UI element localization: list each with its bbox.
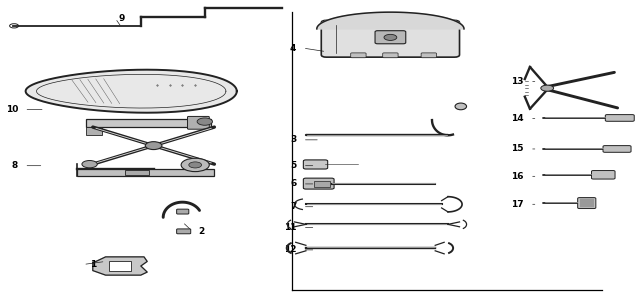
Text: 10: 10 [6,105,18,114]
FancyBboxPatch shape [177,209,189,214]
FancyBboxPatch shape [109,261,131,271]
FancyBboxPatch shape [321,20,460,57]
Circle shape [82,161,97,168]
FancyBboxPatch shape [125,170,149,175]
Text: 12: 12 [284,245,296,254]
Circle shape [181,158,209,171]
FancyBboxPatch shape [421,53,436,58]
Polygon shape [26,70,237,113]
Text: 4: 4 [290,43,296,53]
FancyBboxPatch shape [77,169,214,176]
Circle shape [384,34,397,40]
Circle shape [197,118,212,125]
Text: 15: 15 [511,144,524,154]
FancyBboxPatch shape [177,229,191,234]
FancyBboxPatch shape [303,160,328,169]
Text: 14: 14 [511,114,524,123]
FancyBboxPatch shape [603,146,631,152]
FancyBboxPatch shape [314,181,330,187]
Circle shape [189,162,202,168]
FancyBboxPatch shape [86,127,102,135]
Circle shape [541,85,554,91]
Text: 9: 9 [118,14,125,23]
FancyBboxPatch shape [188,116,209,129]
FancyBboxPatch shape [605,115,634,121]
Polygon shape [317,12,464,29]
Text: 13: 13 [511,77,524,86]
Text: 1: 1 [90,260,96,269]
FancyBboxPatch shape [86,119,211,127]
Text: 3: 3 [290,135,296,144]
FancyBboxPatch shape [375,31,406,44]
FancyBboxPatch shape [383,53,398,58]
Text: 2: 2 [198,226,205,236]
Text: 17: 17 [511,200,524,209]
Text: 7: 7 [290,202,296,211]
Text: 6: 6 [290,179,296,188]
Circle shape [145,142,162,150]
Text: 5: 5 [290,161,296,170]
Ellipse shape [455,103,467,110]
Text: 11: 11 [284,223,296,232]
Text: 16: 16 [511,172,524,181]
Polygon shape [93,257,147,275]
Text: 8: 8 [12,161,18,170]
FancyBboxPatch shape [591,171,615,179]
FancyBboxPatch shape [303,178,334,189]
FancyBboxPatch shape [351,53,366,58]
FancyBboxPatch shape [578,198,596,209]
